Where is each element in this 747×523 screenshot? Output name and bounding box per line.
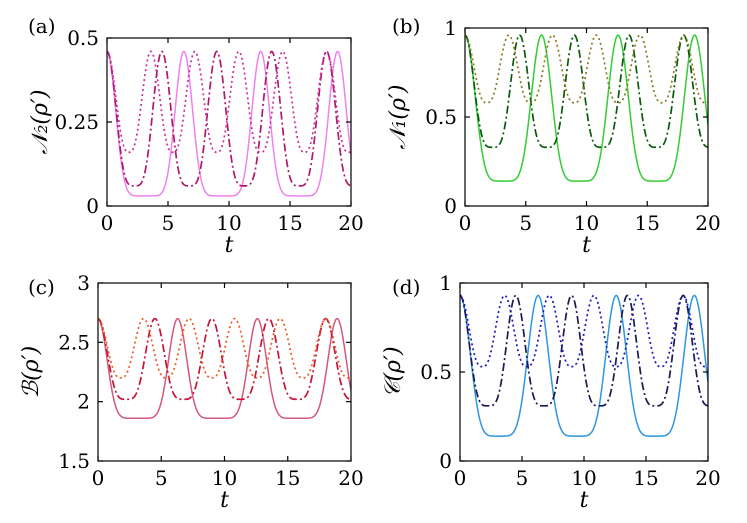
x-tick-label: 20 xyxy=(338,466,363,490)
x-tick-label: 0 xyxy=(459,211,472,235)
series-group xyxy=(107,50,351,197)
x-tick-label: 5 xyxy=(162,211,175,235)
y-tick-label: 0.5 xyxy=(67,26,99,50)
x-tick-label: 10 xyxy=(574,211,599,235)
x-tick-label: 15 xyxy=(633,466,658,490)
series-line-dashdot xyxy=(465,34,708,149)
panel-label: (d) xyxy=(392,275,420,299)
y-tick-label: 1 xyxy=(444,16,457,40)
series-line-solid xyxy=(460,294,708,437)
x-tick-label: 10 xyxy=(571,466,596,490)
series-line-dashdot xyxy=(107,50,351,187)
y-tick-label: 0.5 xyxy=(420,360,452,384)
y-tick-label: 1 xyxy=(439,271,452,295)
x-tick-label: 15 xyxy=(635,211,660,235)
series-line-solid xyxy=(465,34,708,182)
x-tick-label: 10 xyxy=(216,211,241,235)
y-tick-label: 2 xyxy=(77,390,90,414)
y-tick-label: 2.5 xyxy=(58,330,90,354)
chart-panel-3: 0 5 10 15 20 1.5 2 2.5 3 t ℬ(ρ′) (c) xyxy=(19,271,364,513)
series-line-dashdot xyxy=(98,317,351,401)
series-line-solid xyxy=(98,317,351,420)
y-tick-label: 0 xyxy=(439,449,452,473)
series-group xyxy=(98,317,351,420)
x-tick-label: 20 xyxy=(695,466,720,490)
chart-panel-2: 0 5 10 15 20 0 0.5 1 t 𝒩₁(ρ′) (b) xyxy=(386,14,721,258)
y-tick-label: 0.5 xyxy=(425,105,457,129)
y-tick-label: 0.25 xyxy=(54,110,99,134)
series-group xyxy=(460,294,708,437)
x-tick-label: 20 xyxy=(695,211,720,235)
x-tick-label: 5 xyxy=(516,466,529,490)
y-tick-label: 1.5 xyxy=(58,449,90,473)
x-tick-label: 0 xyxy=(92,466,105,490)
chart-panel-1: 0 5 10 15 20 0 0.25 0.5 t 𝒩₂(ρ′) (a) xyxy=(28,14,364,258)
x-axis-label: t xyxy=(220,488,229,513)
x-tick-label: 10 xyxy=(212,466,237,490)
y-tick-label: 3 xyxy=(77,271,90,295)
panel-label: (c) xyxy=(28,275,55,299)
y-axis-label: 𝒩₂(ρ′) xyxy=(28,90,53,155)
x-tick-label: 20 xyxy=(338,211,363,235)
series-group xyxy=(465,34,708,182)
x-tick-label: 15 xyxy=(275,466,300,490)
x-tick-label: 5 xyxy=(155,466,168,490)
x-tick-label: 5 xyxy=(519,211,532,235)
y-axis-label: 𝒩₁(ρ′) xyxy=(386,85,411,150)
panel-label: (a) xyxy=(28,14,56,38)
panel-label: (b) xyxy=(392,14,420,38)
series-line-solid xyxy=(107,50,351,197)
series-line-dashdot xyxy=(460,294,708,407)
plot-frame xyxy=(106,37,352,207)
x-axis-label: t xyxy=(582,233,591,258)
x-tick-label: 15 xyxy=(277,211,302,235)
x-axis-label: t xyxy=(580,488,589,513)
x-tick-label: 0 xyxy=(101,211,114,235)
series-line-dotted xyxy=(460,294,708,368)
y-axis-label: ℬ(ρ′) xyxy=(19,346,44,398)
series-line-dotted xyxy=(465,34,708,104)
series-line-dotted xyxy=(98,317,351,379)
y-axis-label: 𝒞(ρ′) xyxy=(381,346,406,397)
chart-panel-4: 0 5 10 15 20 0 0.5 1 t 𝒞(ρ′) (d) xyxy=(381,271,721,513)
x-axis-label: t xyxy=(225,233,234,258)
y-tick-label: 0 xyxy=(86,194,99,218)
y-tick-label: 0 xyxy=(444,194,457,218)
x-tick-label: 0 xyxy=(454,466,467,490)
